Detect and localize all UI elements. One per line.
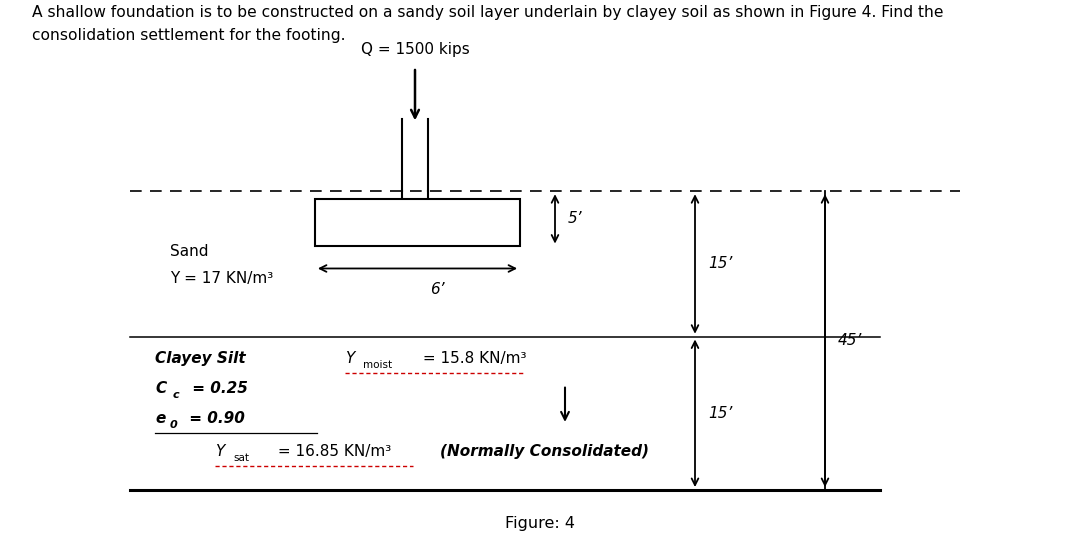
Text: = 0.90: = 0.90	[184, 411, 245, 426]
Text: c: c	[173, 390, 179, 400]
Text: Sand: Sand	[170, 244, 208, 260]
Text: sat: sat	[233, 453, 249, 463]
Text: C: C	[156, 381, 166, 396]
Text: = 15.8 KN/m³: = 15.8 KN/m³	[418, 351, 527, 366]
Text: = 0.25: = 0.25	[187, 381, 248, 396]
Bar	[315, 199, 519, 247]
Text: Y: Y	[215, 444, 225, 459]
Text: moist: moist	[363, 360, 392, 370]
Text: 15’: 15’	[708, 256, 732, 272]
Text: Figure: 4: Figure: 4	[505, 517, 575, 532]
Text: A shallow foundation is to be constructed on a sandy soil layer underlain by cla: A shallow foundation is to be constructe…	[32, 5, 944, 43]
Text: Y = 17 KN/m³: Y = 17 KN/m³	[170, 272, 273, 287]
Text: Y: Y	[345, 351, 354, 366]
Text: 15’: 15’	[708, 406, 732, 421]
Text: (Normally Consolidated): (Normally Consolidated)	[440, 444, 649, 459]
Text: 5’: 5’	[568, 211, 582, 227]
Text: e: e	[156, 411, 165, 426]
Text: = 16.85 KN/m³: = 16.85 KN/m³	[273, 444, 391, 459]
Text: 0: 0	[170, 420, 177, 430]
Text: Q = 1500 kips: Q = 1500 kips	[361, 42, 470, 57]
Text: Clayey Silt: Clayey Silt	[156, 351, 245, 366]
Text: 45’: 45’	[838, 333, 862, 348]
Text: 6’: 6’	[430, 281, 445, 296]
